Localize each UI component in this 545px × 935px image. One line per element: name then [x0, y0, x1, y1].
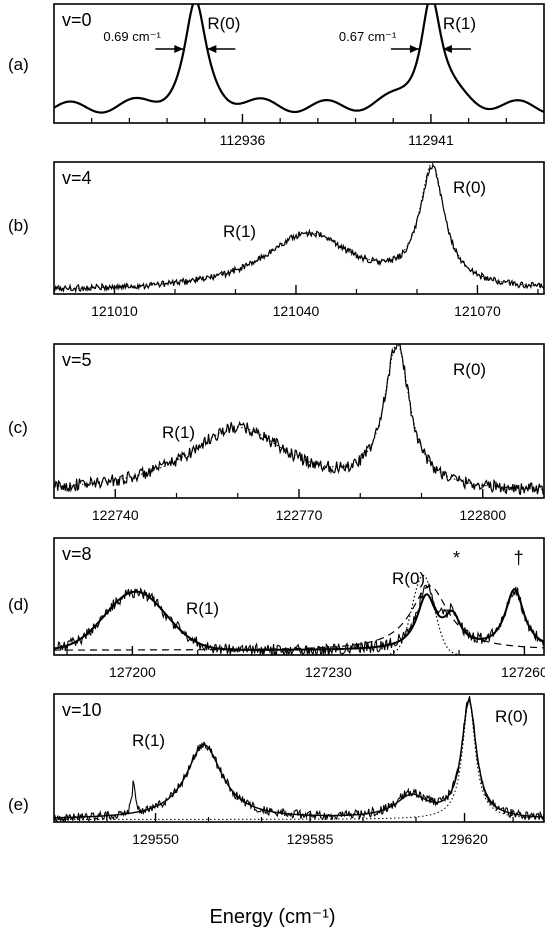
panel-e-tick-label: 129620	[441, 831, 488, 847]
x-axis-label: Energy (cm⁻¹)	[209, 906, 336, 928]
panel-e: 129550 129585 129620 v=10 R(1) R(0)	[53, 693, 545, 847]
panel-b-tick-label: 121070	[454, 303, 501, 319]
panel-e-frame	[53, 693, 545, 823]
panel-b-peak-label-R0: R(0)	[453, 178, 486, 197]
fwhm-arrow-left-head	[174, 45, 184, 53]
panel-d-series-4-dotted	[54, 574, 544, 655]
panel-d-state-label: v=8	[62, 544, 92, 564]
panel-d: 127200 127230 127260 v=8 R(1) R(0) * †	[53, 537, 545, 680]
panel-a: 112936 112941 v=0 R(0) 0.69 cm⁻¹ R(1) 0.67 cm⁻…	[53, 3, 545, 148]
panel-c-series-1-solid	[54, 344, 544, 496]
fwhm-arrow-right-head	[442, 45, 452, 53]
panel-c-peak-label-R1: R(1)	[162, 423, 195, 442]
panel-d-series-3-dashed	[54, 585, 544, 651]
fwhm-arrow-right-head	[207, 45, 217, 53]
panel-a-frame	[53, 3, 545, 124]
panel-d-frame	[53, 537, 545, 656]
panel-d-tick-label: 127200	[109, 664, 156, 680]
panel-b-peak-label-R1: R(1)	[223, 222, 256, 241]
panel-a-letter: (a)	[8, 55, 29, 74]
panel-e-peak-label-R0: R(0)	[495, 707, 528, 726]
panel-e-series-3-dotted	[54, 699, 544, 820]
panel-d-peak-label-R1: R(1)	[186, 599, 219, 618]
panel-e-peak-label-R1: R(1)	[132, 731, 165, 750]
panel-b-series-1-solid	[54, 163, 544, 294]
panel-c-state-label: v=5	[62, 350, 92, 370]
panel-a-peak-label-R1: R(1)	[443, 14, 476, 33]
panel-c-series-2-dotted	[54, 344, 544, 490]
fwhm-label: 0.69 cm⁻¹	[103, 29, 161, 44]
panel-c-peak-label-R0: R(0)	[453, 360, 486, 379]
panel-c-letter: (c)	[8, 418, 28, 437]
panel-d-annotation: †	[514, 548, 524, 568]
panel-b-letter: (b)	[8, 216, 29, 235]
panel-e-letter: (e)	[8, 795, 29, 814]
panel-c: 122740 122770 122800 v=5 R(1) R(0)	[53, 343, 545, 523]
panel-b: 121010 121040 121070 v=4 R(1) R(0)	[53, 161, 545, 319]
panel-a-series-1-solid	[54, 4, 544, 114]
panel-e-tick-label: 129550	[132, 831, 179, 847]
panel-e-series-2-solid	[54, 699, 544, 819]
panel-b-tick-label: 121010	[91, 303, 138, 319]
panel-d-series-2-solid	[54, 588, 544, 651]
panel-b-frame	[53, 161, 545, 295]
panel-d-annotation: *	[453, 548, 460, 568]
panel-a-tick-label: 112941	[408, 132, 454, 148]
panel-d-tick-label: 127230	[305, 664, 352, 680]
panel-a-peak-label-R0: R(0)	[207, 14, 240, 33]
panel-e-state-label: v=10	[62, 700, 102, 720]
panel-c-tick-label: 122800	[459, 507, 506, 523]
panel-a-state-label: v=0	[62, 10, 92, 30]
panel-b-series-2-dotted	[54, 162, 544, 290]
panel-c-tick-label: 122740	[92, 507, 139, 523]
panel-b-state-label: v=4	[62, 168, 92, 188]
panel-e-tick-label: 129585	[287, 831, 334, 847]
panel-c-tick-label: 122770	[276, 507, 323, 523]
panel-d-letter: (d)	[8, 595, 29, 614]
panel-a-tick-label: 112936	[220, 132, 266, 148]
fwhm-label: 0.67 cm⁻¹	[339, 29, 397, 44]
panel-b-tick-label: 121040	[273, 303, 320, 319]
fwhm-arrow-left-head	[409, 45, 419, 53]
panel-d-peak-label-R0: R(0)	[392, 569, 425, 588]
panel-d-tick-label: 127260	[501, 664, 545, 680]
panel-e-series-1-solid	[54, 696, 544, 822]
